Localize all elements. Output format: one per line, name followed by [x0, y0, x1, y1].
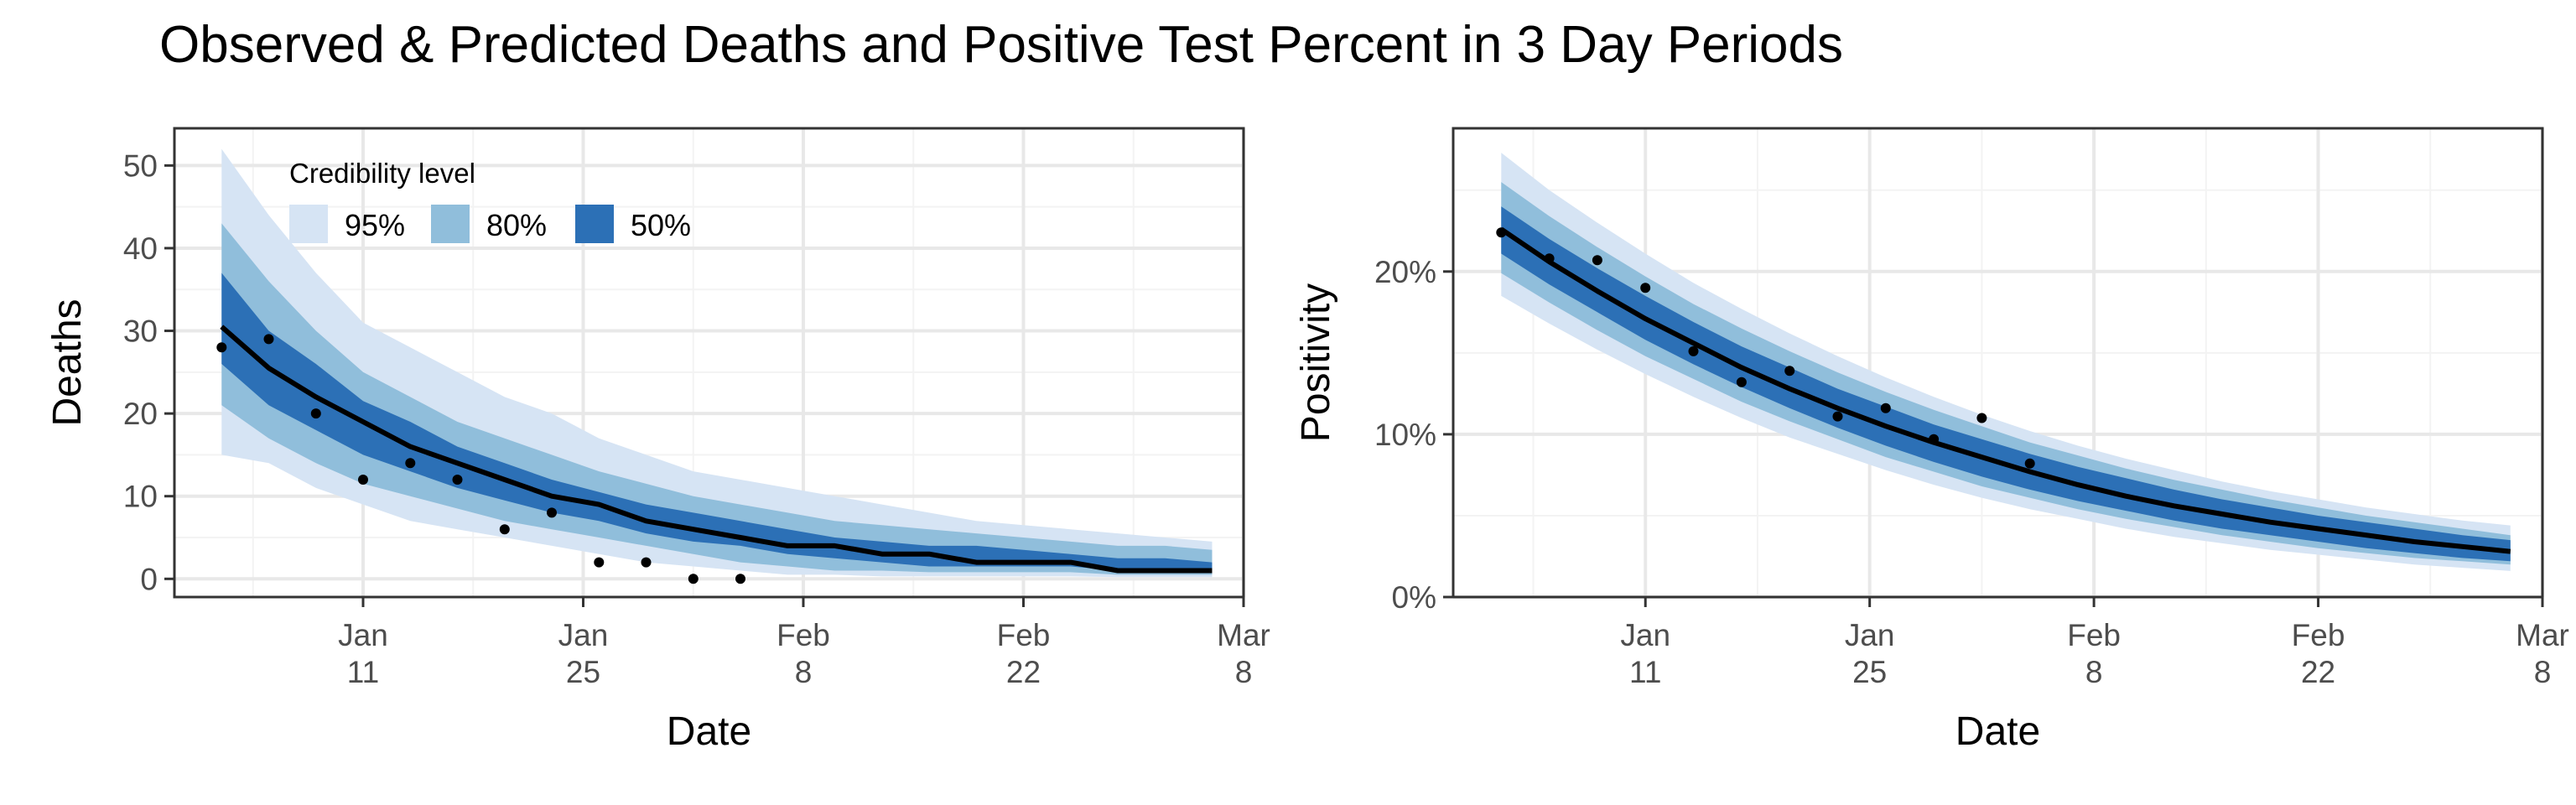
legend-swatch	[431, 205, 470, 243]
legend-swatch	[289, 205, 328, 243]
median-line	[1499, 226, 2511, 554]
band-80	[1501, 182, 2511, 565]
x-tick-label: Feb	[2292, 618, 2345, 652]
y-tick-label: 10%	[1374, 418, 1436, 452]
median-line	[220, 325, 1213, 574]
observed-point	[1496, 227, 1507, 238]
observed-point	[1592, 255, 1602, 266]
x-tick-label: Feb	[2067, 618, 2121, 652]
observed-point	[216, 342, 227, 353]
panel-border	[1452, 127, 2544, 599]
legend-title: Credibility level	[289, 158, 475, 189]
observed-point	[263, 334, 274, 345]
x-tick-label: 22	[2301, 655, 2335, 689]
observed-point	[405, 458, 416, 469]
x-tick-label: Mar	[1217, 618, 1270, 652]
y-tick-label: 0%	[1392, 580, 1436, 615]
observed-point	[1784, 366, 1795, 377]
observed-point	[452, 475, 463, 485]
observed-point	[1976, 413, 1987, 423]
observed-point	[310, 408, 321, 419]
y-axis-title: Deaths	[45, 299, 90, 426]
x-tick-label: Jan	[1845, 618, 1895, 652]
legend-label: 80%	[486, 208, 547, 242]
y-tick-label: 30	[123, 314, 158, 349]
x-tick-label: Feb	[776, 618, 830, 652]
x-tick-label: 8	[1235, 655, 1253, 689]
y-tick-label: 10	[123, 480, 158, 514]
x-axis-title: Date	[1955, 709, 2040, 754]
observed-point	[1929, 434, 1940, 444]
x-axis-title: Date	[667, 709, 751, 754]
x-tick-label: 25	[566, 655, 600, 689]
figure-title: Observed & Predicted Deaths and Positive…	[159, 16, 1844, 74]
panel-border	[173, 127, 1245, 599]
observed-point	[1544, 253, 1555, 264]
observed-point	[1880, 402, 1891, 413]
legend-label: 50%	[631, 208, 691, 242]
observed-point	[688, 574, 699, 584]
x-tick-label: 22	[1006, 655, 1041, 689]
y-tick-label: 20%	[1374, 255, 1436, 289]
y-tick-label: 50	[123, 148, 158, 183]
x-tick-label: Jan	[558, 618, 609, 652]
observed-point	[641, 557, 652, 568]
observed-point	[1832, 411, 1843, 422]
panel-deaths: 01020304050Jan11Jan25Feb8Feb22Mar8DateDe…	[45, 127, 1270, 754]
observed-point	[358, 475, 368, 485]
y-tick-label: 40	[123, 231, 158, 266]
observed-point	[499, 524, 510, 535]
x-tick-label: Jan	[1620, 618, 1670, 652]
legend: Credibility level 95% 80% 50%	[289, 158, 691, 243]
observed-point	[735, 574, 745, 584]
y-tick-label: 20	[123, 397, 158, 431]
observed-point	[2024, 458, 2035, 469]
legend-label: 95%	[345, 208, 405, 242]
x-tick-label: 8	[2534, 655, 2552, 689]
panel-positivity: 0%10%20%Jan11Jan25Feb8Feb22Mar8DatePosit…	[1294, 127, 2569, 754]
observed-point	[1688, 345, 1699, 356]
x-tick-label: 11	[1629, 655, 1661, 689]
x-tick-label: Mar	[2516, 618, 2569, 652]
x-tick-label: 11	[347, 655, 379, 689]
x-tick-label: Feb	[997, 618, 1051, 652]
x-tick-label: 8	[795, 655, 813, 689]
observed-point	[1736, 377, 1747, 387]
x-tick-label: 8	[2085, 655, 2103, 689]
observed-point	[594, 557, 605, 568]
x-tick-label: Jan	[338, 618, 388, 652]
y-tick-label: 0	[140, 562, 158, 596]
observed-point	[547, 507, 557, 518]
x-tick-label: 25	[1852, 655, 1887, 689]
observed-point	[1640, 283, 1651, 293]
y-axis-title: Positivity	[1294, 283, 1338, 442]
legend-swatch	[575, 205, 614, 243]
